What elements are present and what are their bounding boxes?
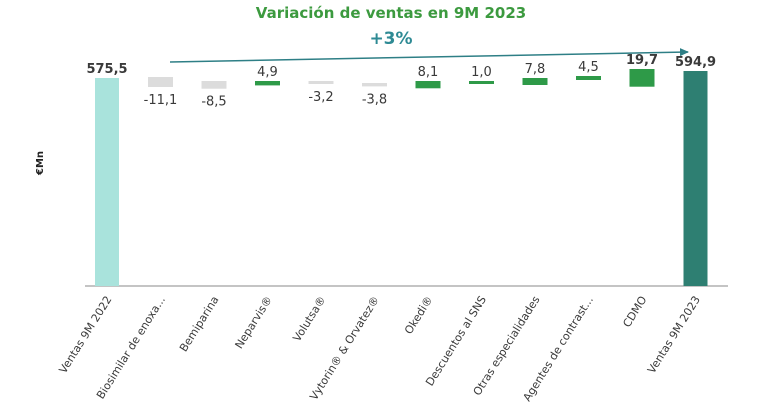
- chart-title: Variación de ventas en 9M 2023: [256, 4, 526, 22]
- bar-descuentos-al-sns: [469, 81, 494, 84]
- bar-volutsa: [308, 81, 334, 84]
- bar-okedi: [415, 81, 441, 89]
- value-label-volutsa: -3,2: [308, 90, 333, 105]
- category-label-bemiparina: Bemiparina: [177, 294, 221, 354]
- category-label-descuentos-al-sns: Descuentos al SNS: [423, 294, 489, 389]
- value-label-cdmo: 19,7: [626, 53, 658, 68]
- value-label-bemiparina: -8,5: [201, 95, 226, 110]
- bar-biosimilar-de-enoxa: [148, 77, 173, 87]
- category-label-cdmo: CDMO: [620, 293, 649, 329]
- category-label-okedi: Okedi®: [402, 294, 436, 337]
- value-label-okedi: 8,1: [418, 65, 439, 80]
- value-label-neparvis: 4,9: [257, 65, 278, 80]
- bar-bemiparina: [201, 81, 227, 89]
- value-label-ventas-9m-2023: 594,9: [675, 55, 716, 70]
- value-label-agentes-de-contrast: 4,5: [578, 60, 599, 75]
- growth-annotation: +3%: [369, 29, 412, 49]
- category-label-volutsa: Volutsa®: [290, 294, 328, 344]
- growth-arrow: [169, 48, 689, 63]
- category-label-ventas-9m-2023: Ventas 9M 2023: [645, 294, 703, 376]
- bars-group: [95, 69, 708, 286]
- category-label-neparvis: Neparvis®: [232, 294, 275, 351]
- value-label-vytorin-orvatez: -3,8: [362, 92, 387, 107]
- value-label-descuentos-al-sns: 1,0: [471, 65, 492, 80]
- value-labels-group: 575,5 -11,1 -8,5 4,9 -3,2 -3,8 8,1 1,0 7,8 4,5 19,…: [86, 53, 716, 110]
- value-label-otras-especialidades: 7,8: [525, 62, 546, 77]
- bar-neparvis: [255, 81, 280, 86]
- bar-agentes-de-contrast: [576, 76, 601, 80]
- value-label-ventas-9m-2022: 575,5: [86, 62, 127, 77]
- category-label-ventas-9m-2022: Ventas 9M 2022: [57, 294, 115, 376]
- bar-otras-especialidades: [522, 78, 548, 85]
- y-axis-unit-label: €Mn: [35, 151, 46, 176]
- value-label-biosimilar-de-enoxa: -11,1: [144, 93, 178, 108]
- bar-cdmo: [629, 69, 655, 87]
- bar-vytorin-orvatez: [362, 83, 387, 87]
- bar-ventas-9m-2023: [683, 71, 708, 286]
- bar-ventas-9m-2022: [95, 78, 119, 286]
